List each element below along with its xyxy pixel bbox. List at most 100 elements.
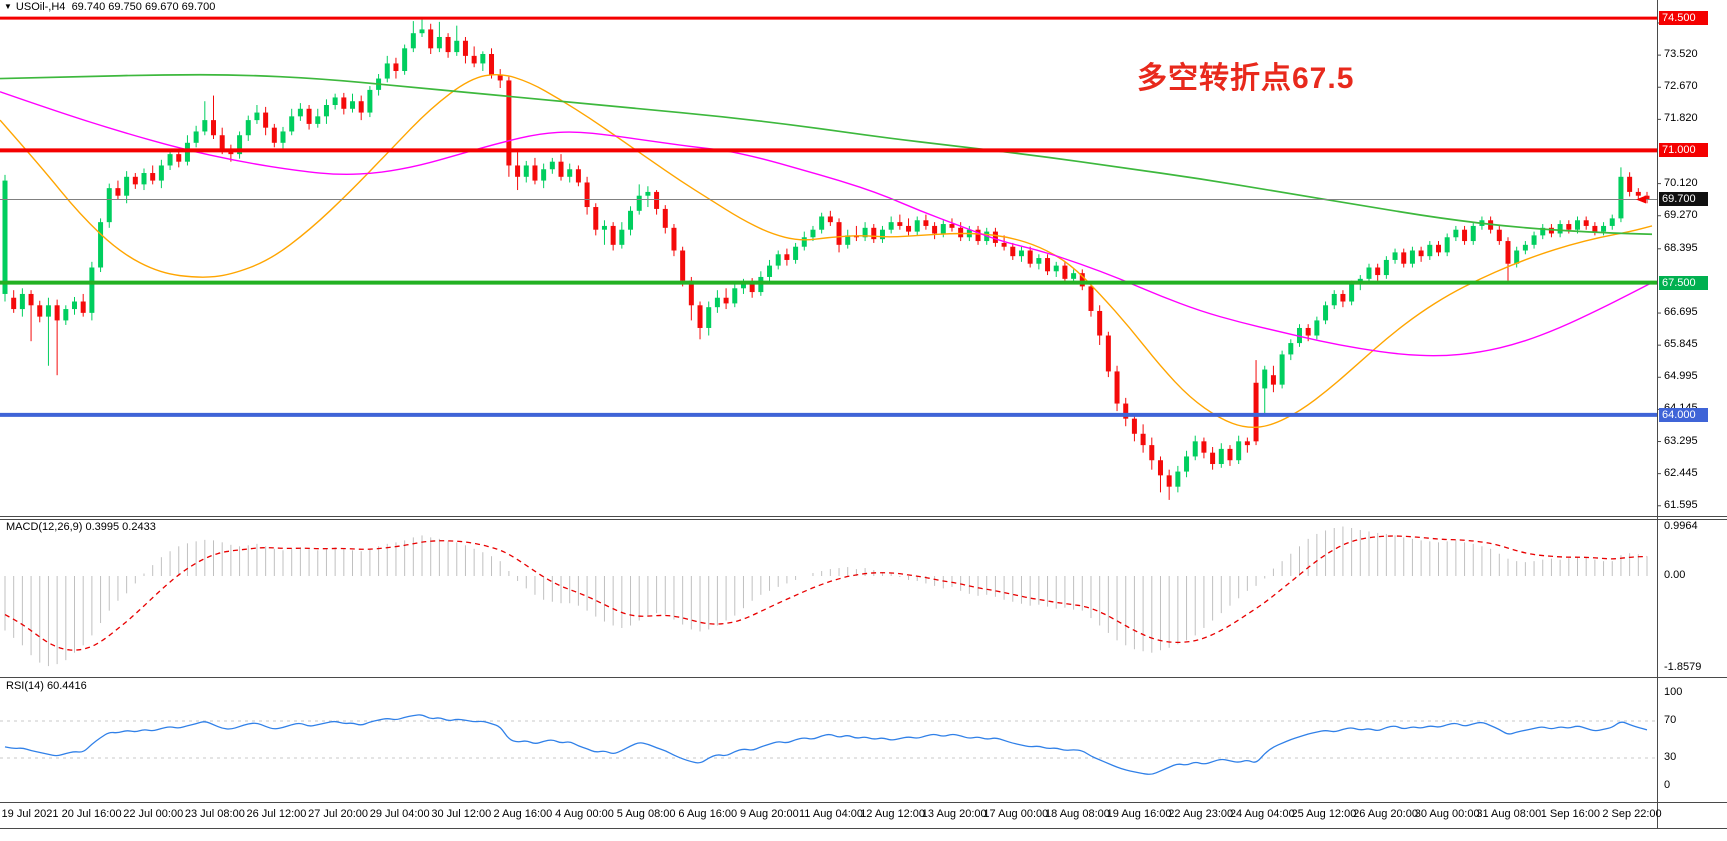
bear-candle xyxy=(1462,229,1468,242)
bear-candle xyxy=(749,282,755,293)
symbol-dropdown-icon[interactable]: ▼ xyxy=(4,2,12,11)
bear-candle xyxy=(1635,191,1641,196)
bear-candle xyxy=(428,29,434,49)
time-axis-label[interactable]: 12 Aug 12:00 xyxy=(860,808,926,820)
time-axis-label[interactable]: 11 Aug 04:00 xyxy=(798,808,864,820)
bear-candle xyxy=(515,165,521,177)
time-axis-label[interactable]: 30 Aug 00:00 xyxy=(1414,808,1480,820)
bear-candle xyxy=(1001,242,1007,247)
time-axis-label[interactable]: 23 Jul 08:00 xyxy=(184,808,245,820)
time-axis-label[interactable]: 13 Aug 20:00 xyxy=(921,808,987,820)
bear-candle xyxy=(176,154,182,162)
macd-name: MACD(12,26,9) xyxy=(6,521,83,533)
time-axis-label[interactable]: 20 Jul 16:00 xyxy=(61,808,122,820)
price-tick-label: 63.295 xyxy=(1664,434,1698,447)
bear-candle xyxy=(341,97,347,109)
time-axis-label[interactable]: 27 Jul 20:00 xyxy=(308,808,369,820)
time-axis-label[interactable]: 25 Aug 12:00 xyxy=(1291,808,1357,820)
time-axis-label[interactable]: 19 Aug 16:00 xyxy=(1106,808,1172,820)
bull-candle xyxy=(1409,250,1415,264)
bull-candle xyxy=(1288,343,1294,355)
price-tick-label: 71.820 xyxy=(1664,112,1698,125)
bull-candle xyxy=(350,101,356,109)
bear-candle xyxy=(662,208,668,228)
bull-candle xyxy=(158,165,164,181)
time-axis-label[interactable]: 1 Sep 16:00 xyxy=(1540,808,1601,820)
time-axis-label[interactable]: 4 Aug 00:00 xyxy=(555,808,614,820)
bear-candle xyxy=(497,74,503,81)
time-axis-label[interactable]: 9 Aug 20:00 xyxy=(740,808,799,820)
time-axis-label[interactable]: 22 Aug 23:00 xyxy=(1168,808,1234,820)
price-level-badge: 69.700 xyxy=(1659,192,1708,207)
time-axis-label[interactable]: 6 Aug 16:00 xyxy=(678,808,738,820)
bull-candle xyxy=(45,305,51,317)
macd-values: 0.3995 0.2433 xyxy=(85,521,156,533)
bull-candle xyxy=(419,29,425,34)
bear-candle xyxy=(575,169,581,183)
time-axis-label[interactable]: 17 Aug 00:00 xyxy=(983,808,1049,820)
symbol-header[interactable]: ▼ USOil-,H4 69.740 69.750 69.670 69.700 xyxy=(4,1,215,13)
bull-candle xyxy=(202,120,208,132)
bull-candle xyxy=(323,105,329,117)
bull-candle xyxy=(619,229,625,245)
time-axis-label[interactable]: 5 Aug 08:00 xyxy=(616,808,676,820)
bear-candle xyxy=(827,216,833,223)
time-axis-label[interactable]: 29 Jul 04:00 xyxy=(369,808,430,820)
bear-candle xyxy=(462,40,468,56)
bear-candle xyxy=(1418,250,1424,257)
rsi-label: RSI(14) 60.4416 xyxy=(6,680,87,692)
bear-candle xyxy=(1105,335,1111,372)
price-tick-label: 62.445 xyxy=(1664,466,1698,479)
time-axis-label[interactable]: 22 Jul 00:00 xyxy=(123,808,184,820)
bear-candle xyxy=(932,225,938,234)
time-axis-label[interactable]: 2 Aug 16:00 xyxy=(493,808,553,820)
bear-candle xyxy=(1566,224,1572,230)
bull-candle xyxy=(124,176,130,196)
time-axis-label[interactable]: 24 Aug 04:00 xyxy=(1229,808,1295,820)
bull-candle xyxy=(454,40,460,53)
bear-candle xyxy=(1079,273,1085,287)
bull-candle xyxy=(2,180,8,294)
price-tick-label: 64.995 xyxy=(1664,370,1698,383)
time-axis-label[interactable]: 18 Aug 08:00 xyxy=(1045,808,1110,820)
bull-candle xyxy=(1383,259,1389,276)
bull-candle xyxy=(141,173,147,185)
bull-candle xyxy=(1192,441,1198,457)
bear-candle xyxy=(445,36,451,53)
price-level-badge: 74.500 xyxy=(1659,11,1708,26)
bear-candle xyxy=(263,112,269,128)
rsi-axis-label: 30 xyxy=(1664,751,1677,763)
bear-candle xyxy=(906,225,912,232)
price-tick-label: 73.520 xyxy=(1664,48,1698,61)
bear-candle xyxy=(54,305,60,321)
bull-candle xyxy=(1279,354,1285,385)
bear-candle xyxy=(723,297,729,304)
rsi-line xyxy=(4,714,1648,775)
bear-candle xyxy=(489,53,495,75)
time-axis-label[interactable]: 26 Aug 20:00 xyxy=(1353,808,1418,820)
ma-mid-line xyxy=(0,91,1653,357)
ma-slow-line xyxy=(0,73,1653,236)
bull-candle xyxy=(1218,448,1224,465)
time-axis-label[interactable]: 2 Sep 22:00 xyxy=(1602,808,1662,820)
bull-candle xyxy=(1444,237,1450,253)
bull-candle xyxy=(1609,218,1615,226)
bear-candle xyxy=(1505,241,1511,264)
time-axis-label[interactable]: 19 Jul 2021 xyxy=(1,808,59,820)
bear-candle xyxy=(37,305,43,317)
bull-candle xyxy=(845,235,851,245)
bear-candle xyxy=(532,165,538,181)
bull-candle xyxy=(1392,252,1398,260)
bull-candle xyxy=(367,89,373,113)
bear-candle xyxy=(654,191,660,209)
time-axis-label[interactable]: 31 Aug 08:00 xyxy=(1476,808,1542,820)
time-axis-label[interactable]: 30 Jul 12:00 xyxy=(431,808,492,820)
time-axis-label[interactable]: 26 Jul 12:00 xyxy=(246,808,307,820)
bull-candle xyxy=(384,63,390,79)
bear-candle xyxy=(1496,229,1502,242)
price-tick-label: 68.395 xyxy=(1664,241,1698,254)
bear-candle xyxy=(680,250,686,281)
bull-candle xyxy=(1018,250,1024,257)
